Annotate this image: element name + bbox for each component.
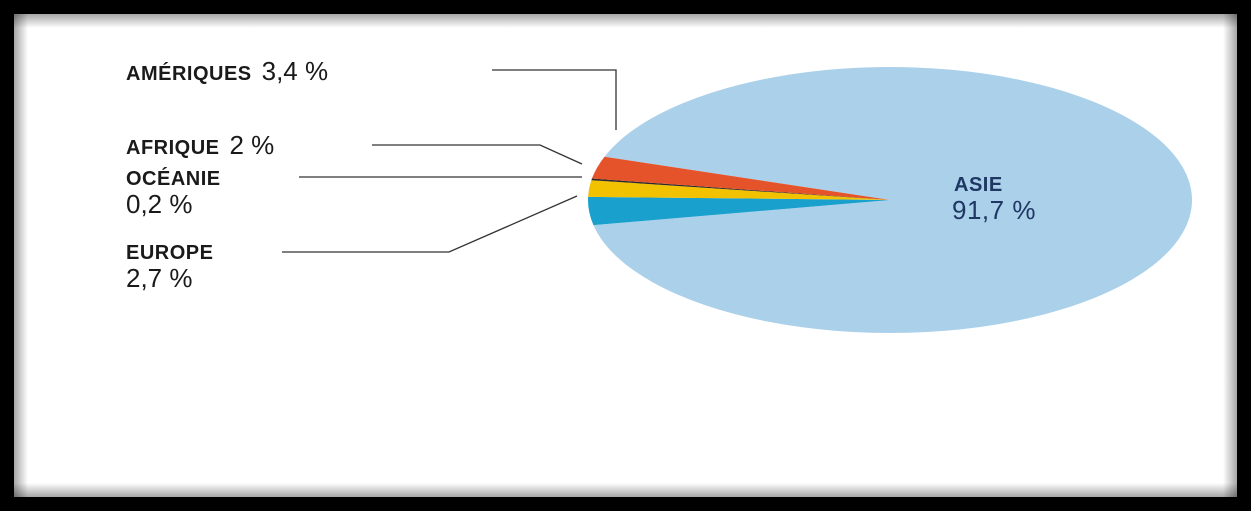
leader-line-ameriques bbox=[492, 69, 617, 130]
label-ameriques-value: 3,4 % bbox=[262, 56, 329, 86]
label-europe-name: EUROPE bbox=[126, 242, 213, 264]
label-afrique-name: AFRIQUE bbox=[126, 137, 220, 159]
frame-shadow-top bbox=[14, 14, 1237, 28]
label-oceanie-value: 0,2 % bbox=[126, 189, 193, 219]
label-ameriques: AMÉRIQUES 3,4 % bbox=[126, 56, 328, 86]
label-europe-value: 2,7 % bbox=[126, 263, 193, 293]
label-afrique: AFRIQUE 2 % bbox=[126, 130, 274, 160]
pie-slice-oceanie bbox=[591, 178, 890, 200]
chart-frame: AMÉRIQUES 3,4 % AFRIQUE 2 % OCÉANIE 0,2 … bbox=[14, 14, 1237, 497]
pie-slice-asie bbox=[593, 67, 1192, 334]
pie-slice-afrique bbox=[588, 180, 890, 200]
label-asie-name: ASIE bbox=[954, 174, 1003, 196]
label-afrique-value: 2 % bbox=[230, 130, 275, 160]
leader-line-europe bbox=[282, 195, 578, 253]
pie-slices bbox=[588, 67, 1192, 334]
frame-shadow-bottom bbox=[14, 483, 1237, 497]
leader-line-afrique bbox=[372, 144, 583, 165]
pie-slice-ameriques bbox=[588, 196, 890, 226]
label-oceanie-name: OCÉANIE bbox=[126, 167, 221, 190]
label-asie-value: 91,7 % bbox=[952, 195, 1036, 225]
pie-slice-europe bbox=[591, 156, 890, 200]
label-ameriques-name: AMÉRIQUES bbox=[126, 62, 252, 85]
pie-chart: AMÉRIQUES 3,4 % AFRIQUE 2 % OCÉANIE 0,2 … bbox=[126, 56, 1192, 334]
